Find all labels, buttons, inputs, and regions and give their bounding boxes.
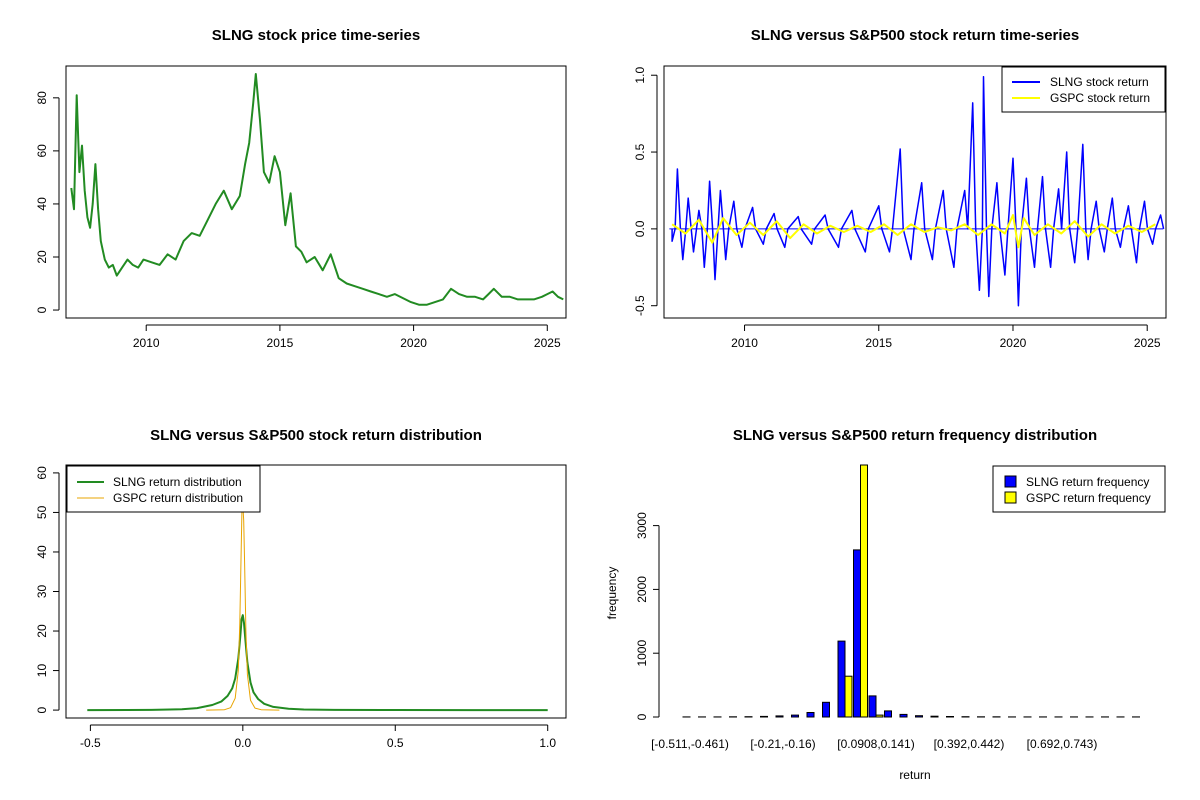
y-tick-label: 20	[35, 624, 49, 638]
x-tick-label: 2025	[534, 336, 561, 350]
slng-frequency-bar	[806, 712, 815, 718]
distribution-axes: -0.5 0.0 0.5 1.0 0 10 20 30 40 50 60	[35, 466, 556, 750]
legend-label-slng: SLNG stock return	[1050, 75, 1149, 89]
y-tick-label: 30	[35, 585, 49, 599]
y-tick-label: 60	[35, 466, 49, 480]
y-tick-label: 50	[35, 505, 49, 519]
legend-swatch-gspc	[1004, 491, 1017, 504]
distribution-title: SLNG versus S&P500 stock return distribu…	[150, 427, 482, 444]
y-tick-label: 20	[35, 250, 49, 264]
slng-frequency-bar	[791, 714, 799, 718]
distribution-frame	[65, 464, 567, 719]
legend-box	[66, 465, 261, 513]
gspc-return-line	[671, 214, 1156, 249]
y-tick-label: 40	[35, 545, 49, 559]
price-chart-title: SLNG stock price time-series	[212, 27, 420, 44]
x-tick-label: 2010	[133, 336, 160, 350]
legend-swatch-slng	[1004, 475, 1017, 488]
panel-return-distribution: SLNG versus S&P500 stock return distribu…	[35, 427, 567, 750]
slng-frequency-bar	[899, 713, 908, 718]
distribution-legend: SLNG return distribution GSPC return dis…	[66, 465, 261, 513]
y-tick-label: 0.5	[633, 143, 647, 160]
y-tick-label: 0	[35, 306, 49, 313]
x-tick-label: 2025	[1134, 336, 1161, 350]
histogram-legend: SLNG return frequency GSPC return freque…	[992, 465, 1166, 513]
slng-frequency-bar	[884, 710, 892, 718]
panel-frequency-histogram: SLNG versus S&P500 return frequency dist…	[605, 427, 1166, 782]
return-timeseries-title: SLNG versus S&P500 stock return time-ser…	[751, 27, 1079, 44]
slng-frequency-bar	[915, 715, 923, 718]
histogram-xlabel: return	[899, 768, 930, 782]
slng-frequency-bar	[760, 715, 768, 718]
x-tick-label: -0.5	[80, 736, 101, 750]
y-tick-label: 3000	[635, 512, 649, 539]
legend-box	[1001, 66, 1166, 113]
y-tick-label: 10	[35, 664, 49, 678]
return-timeseries-plot-area	[669, 76, 1165, 307]
y-tick-label: 2000	[635, 576, 649, 603]
legend-label-gspc: GSPC return frequency	[1026, 491, 1151, 505]
x-tick-label: 0.5	[387, 736, 404, 750]
legend-label-gspc: GSPC return distribution	[113, 491, 243, 505]
slng-frequency-bar	[775, 715, 784, 718]
panel-return-timeseries: SLNG versus S&P500 stock return time-ser…	[633, 27, 1167, 350]
slng-frequency-bar	[822, 701, 830, 718]
slng-frequency-bar	[946, 716, 954, 718]
slng-frequency-bar	[837, 640, 846, 718]
legend-label-slng: SLNG return distribution	[113, 475, 242, 489]
y-tick-label: -0.5	[633, 295, 647, 316]
gspc-frequency-bar	[844, 675, 853, 718]
gspc-frequency-bar	[875, 714, 884, 718]
x-tick-label: [-0.511,-0.461)	[651, 737, 729, 751]
x-tick-label: 0.0	[234, 736, 251, 750]
price-axes: 2010 2015 2020 2025 0 20 40 60 80	[35, 91, 561, 350]
panel-price-timeseries: SLNG stock price time-series 2010 2015 202…	[35, 27, 567, 350]
x-tick-label: 2020	[400, 336, 427, 350]
legend-box	[992, 465, 1166, 513]
x-tick-label: 2015	[865, 336, 892, 350]
histogram-axes: [-0.511,-0.461) [-0.21,-0.16) [0.0908,0.14…	[635, 512, 1097, 751]
return-timeseries-axes: 2010 2015 2020 2025 -0.5 0.0 0.5 1.0	[633, 67, 1161, 350]
return-timeseries-legend: SLNG stock return GSPC stock return	[1001, 66, 1166, 113]
y-tick-label: 1.0	[633, 67, 647, 84]
distribution-plot-area	[87, 504, 548, 712]
y-tick-label: 40	[35, 197, 49, 211]
return-timeseries-frame	[663, 65, 1167, 319]
slng-frequency-bar	[853, 549, 861, 718]
slng-frequency-bar	[930, 715, 939, 718]
y-tick-label: 0	[635, 713, 649, 720]
slng-density-line	[87, 614, 548, 712]
x-tick-label: 2015	[267, 336, 294, 350]
x-tick-label: 2020	[1000, 336, 1027, 350]
y-tick-label: 80	[35, 91, 49, 105]
y-tick-label: 0.0	[633, 220, 647, 237]
price-plot-frame	[65, 65, 567, 319]
slng-frequency-bar	[868, 695, 877, 718]
price-series-line	[70, 73, 564, 306]
histogram-plot-area	[682, 464, 1140, 718]
x-tick-label: [0.0908,0.141)	[837, 737, 914, 751]
gspc-frequency-bar	[860, 464, 868, 718]
histogram-title: SLNG versus S&P500 return frequency dist…	[733, 427, 1097, 444]
x-tick-label: [0.392,0.442)	[934, 737, 1005, 751]
x-tick-label: 1.0	[539, 736, 556, 750]
x-tick-label: [0.692,0.743)	[1027, 737, 1098, 751]
y-tick-label: 1000	[635, 640, 649, 667]
y-tick-label: 0	[35, 706, 49, 713]
legend-label-gspc: GSPC stock return	[1050, 91, 1150, 105]
price-plot-area	[70, 73, 564, 306]
histogram-ylabel: frequency	[605, 567, 619, 620]
x-tick-label: 2010	[731, 336, 758, 350]
gspc-density-line	[206, 504, 280, 711]
legend-label-slng: SLNG return frequency	[1026, 475, 1149, 489]
x-tick-label: [-0.21,-0.16)	[750, 737, 815, 751]
y-tick-label: 60	[35, 144, 49, 158]
